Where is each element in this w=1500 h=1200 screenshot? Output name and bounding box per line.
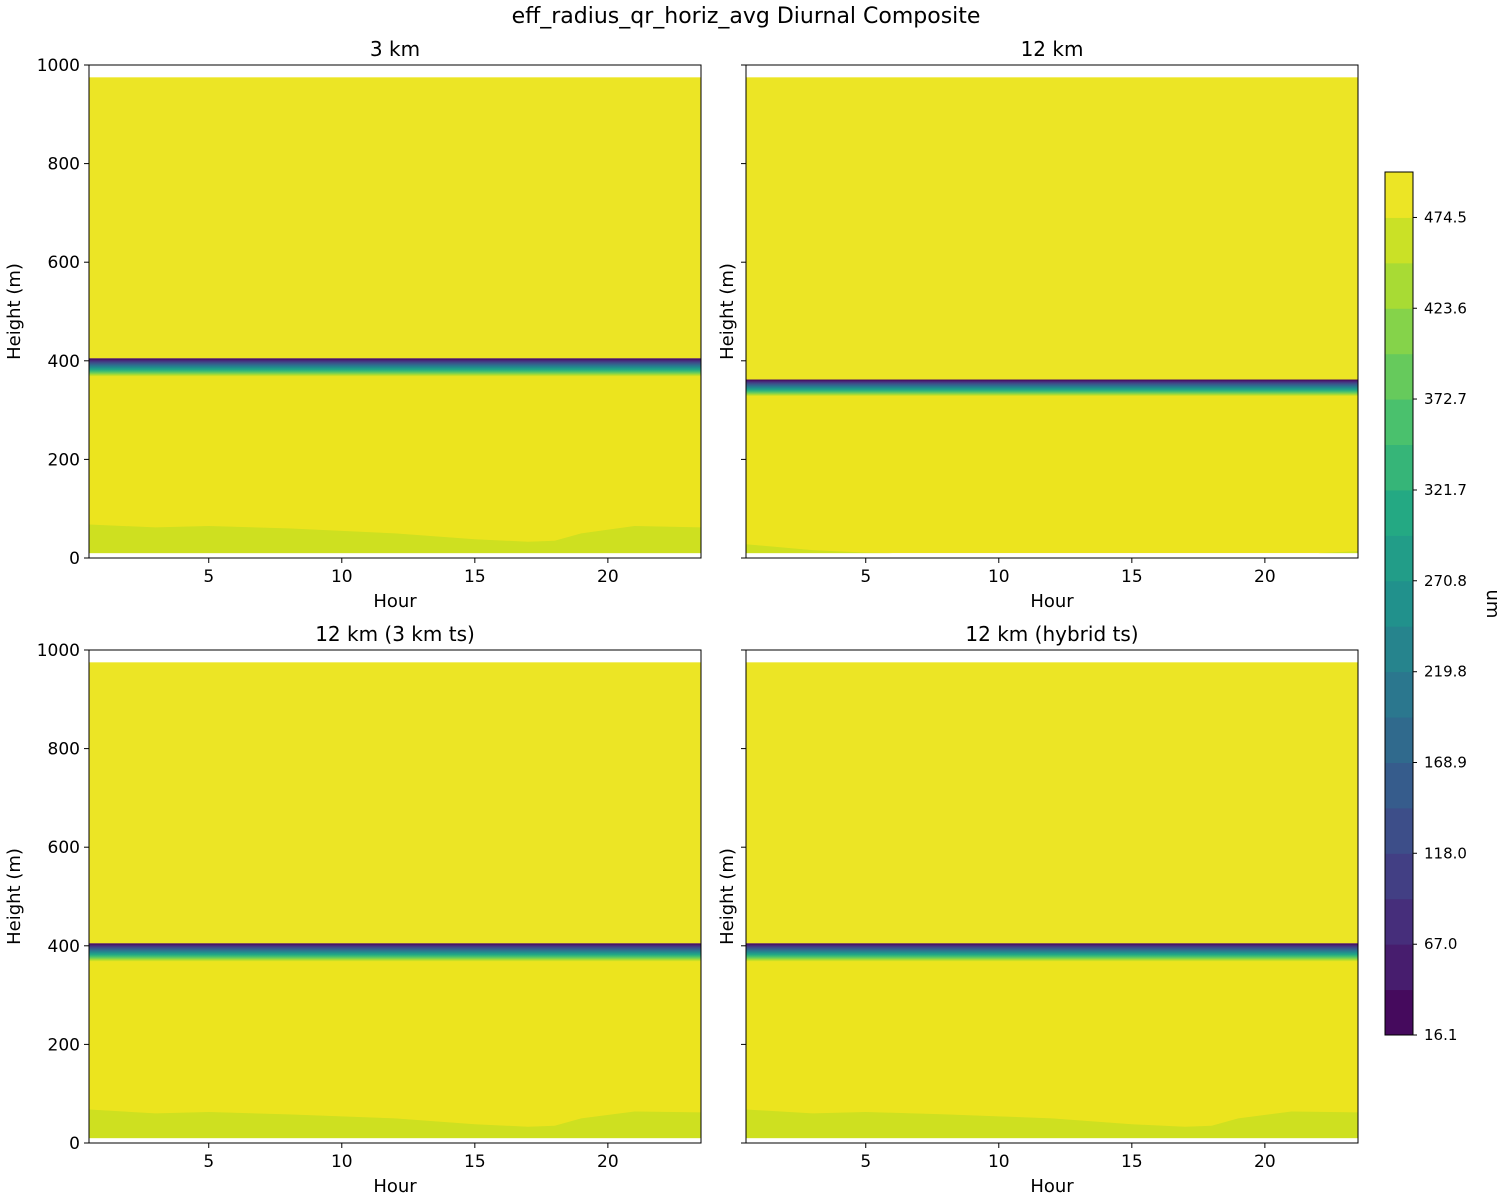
colorbar-label: um [1482,590,1500,619]
figure-title: eff_radius_qr_horiz_avg Diurnal Composit… [512,4,981,29]
y-tick-label: 800 [48,155,80,175]
region-transition [746,943,1358,963]
x-tick-label: 15 [1121,567,1143,587]
x-axis-label: Hour [1030,591,1074,612]
x-axis-label: Hour [373,1176,417,1197]
axes-frame [745,649,1359,1144]
colorbar-level [1385,762,1413,809]
x-tick-label: 5 [860,1152,871,1172]
colorbar-tick-label: 372.7 [1424,390,1467,408]
x-tick-label: 5 [860,567,871,587]
colorbar-tick-label: 270.8 [1424,572,1467,590]
axes-frame [88,64,702,559]
y-tick-label: 800 [48,740,80,760]
region-transition [746,379,1358,397]
colorbar-tick-label: 219.8 [1424,663,1467,681]
y-tick-label: 1000 [37,641,80,661]
colorbar-tick-label: 423.6 [1424,299,1467,317]
colorbar-level [1385,944,1413,991]
x-tick-label: 5 [203,567,214,587]
colorbar-tick-label: 321.7 [1424,481,1467,499]
panel: 12 km (hybrid ts) 5 10 15 20 Hour Height (m) [717,622,1359,1197]
colorbar-frame [1384,171,1414,1036]
colorbar-level [1385,353,1413,400]
y-axis-label: Height (m) [4,263,25,360]
x-axis-label: Hour [1030,1176,1074,1197]
low-band [89,524,701,554]
x-tick-label: 15 [464,1152,486,1172]
x-tick-label: 15 [464,567,486,587]
panel-title: 3 km [370,37,420,61]
colorbar-level [1385,489,1413,536]
x-tick-label: 15 [1121,1152,1143,1172]
x-tick-label: 20 [1254,567,1276,587]
region-high [89,662,701,944]
y-tick-label: 600 [48,838,80,858]
colorbar: 16.1 67.0 118.0 168.9 219.8 270.8 321.7 372.7 42… [1384,171,1500,1044]
colorbar-level [1385,989,1413,1036]
colorbar-level [1385,217,1413,264]
colorbar-level [1385,717,1413,763]
colorbar-level [1385,807,1413,854]
region-transition [89,358,701,378]
y-axis-label: Height (m) [717,848,738,945]
y-axis-label: Height (m) [717,263,738,360]
region-transition [89,943,701,963]
colorbar-tick-label: 168.9 [1424,753,1467,771]
colorbar-level [1385,262,1413,309]
x-tick-label: 10 [331,567,353,587]
region-low [89,376,701,554]
colorbar-tick-label: 118.0 [1424,844,1467,862]
colorbar-level [1385,399,1413,446]
colorbar-tick-label: 67.0 [1424,935,1457,953]
colorbar-level [1385,172,1413,218]
y-axis-label: Height (m) [4,848,25,945]
region-high [746,77,1358,380]
x-tick-label: 10 [331,1152,353,1172]
low-band [89,1109,701,1139]
y-tick-label: 400 [48,352,80,372]
panel: 12 km 5 10 15 20 Hour Height (m) [717,37,1359,612]
region-low [746,396,1358,554]
panel: 12 km (3 km ts) 5 10 15 20 Hour 0 200 400 600 800 1… [4,622,702,1197]
x-tick-label: 20 [597,567,619,587]
y-tick-label: 200 [48,1035,80,1055]
colorbar-level [1385,580,1413,627]
x-tick-label: 20 [1254,1152,1276,1172]
low-band [746,1109,1358,1139]
colorbar-level [1385,898,1413,945]
low-band [746,544,1358,554]
y-tick-label: 400 [48,937,80,957]
colorbar-level [1385,626,1413,673]
panel-title: 12 km [1021,37,1084,61]
region-high [89,77,701,359]
y-tick-label: 1000 [37,56,80,76]
y-tick-label: 0 [69,549,80,569]
x-tick-label: 5 [203,1152,214,1172]
colorbar-level [1385,671,1413,718]
region-low [89,961,701,1139]
x-axis-label: Hour [373,591,417,612]
y-tick-label: 600 [48,253,80,273]
colorbar-level [1385,535,1413,582]
x-tick-label: 10 [988,1152,1010,1172]
panel: 3 km 5 10 15 20 Hour 0 200 400 600 800 1000 Height (… [4,37,702,612]
colorbar-tick-label: 16.1 [1424,1026,1457,1044]
axes-frame [88,649,702,1144]
y-tick-label: 0 [69,1134,80,1154]
colorbar-level [1385,444,1413,491]
region-low [746,961,1358,1139]
y-tick-label: 200 [48,450,80,470]
colorbar-level [1385,308,1413,355]
colorbar-level [1385,853,1413,900]
x-tick-label: 10 [988,567,1010,587]
panel-title: 12 km (3 km ts) [315,622,475,646]
panel-title: 12 km (hybrid ts) [965,622,1138,646]
region-high [746,662,1358,944]
colorbar-tick-label: 474.5 [1424,208,1467,226]
x-tick-label: 20 [597,1152,619,1172]
axes-frame [745,64,1359,559]
